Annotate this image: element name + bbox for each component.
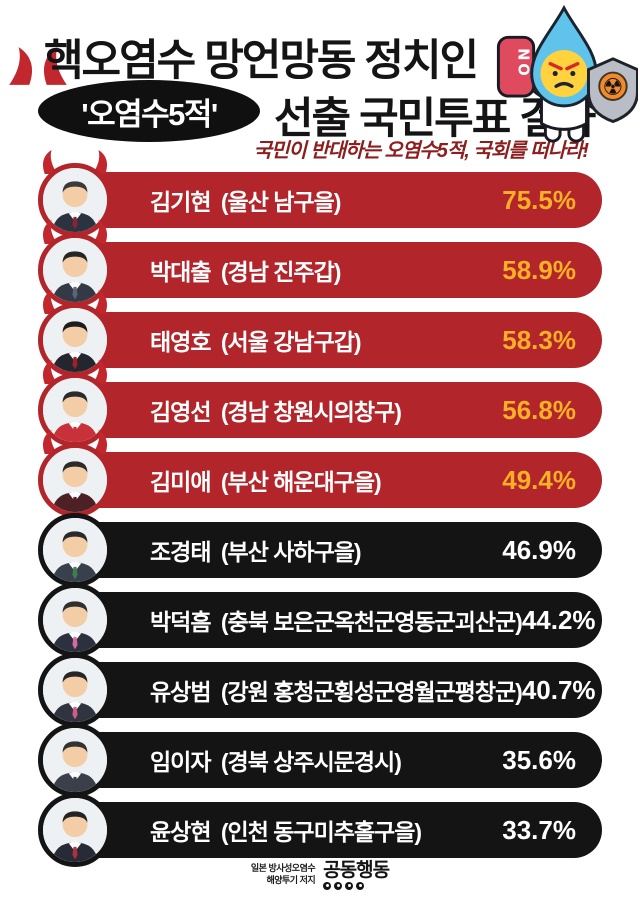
- vote-percentage: 44.2%: [521, 604, 596, 635]
- radiation-symbol: ☢: [602, 73, 623, 101]
- avatar: [38, 653, 112, 727]
- politician-name: 조경태: [150, 539, 216, 565]
- politician-label: 김기현 (울산 남구을): [150, 183, 342, 217]
- politician-district: (경남 진주갑): [220, 259, 342, 285]
- vote-percentage: 49.4%: [502, 464, 576, 495]
- page-title-line1: 핵오염수 망언망동 정치인: [44, 26, 479, 88]
- politician-photo: [38, 583, 112, 657]
- poll-rows: 김기현 (울산 남구을) 75.5% 박대출: [0, 150, 640, 872]
- politician-label: 김미애 (부산 해운대구을): [150, 463, 382, 497]
- org-line1: 일본 방사성오염수: [250, 863, 316, 874]
- politician-label: 윤상현 (인천 동구미추홀구을): [150, 813, 422, 847]
- sns-icon: [334, 881, 343, 890]
- politician-district: (강원 홍청군횡성군영월군평창군): [220, 679, 523, 705]
- footer-logo: 일본 방사성오염수 해양투기 저지 공동행동: [0, 855, 640, 895]
- politician-photo: [38, 430, 112, 517]
- avatar: [38, 723, 112, 797]
- politician-label: 김영선 (경남 창원시의창구): [150, 393, 402, 427]
- vote-percentage: 56.8%: [502, 394, 576, 425]
- politician-name: 박대출: [150, 259, 216, 285]
- no-sign-label: NO: [514, 48, 531, 79]
- avatar: [38, 793, 112, 867]
- politician-label: 태영호 (서울 강남구갑): [150, 323, 362, 357]
- politician-label: 박대출 (경남 진주갑): [150, 253, 342, 287]
- politician-district: (서울 강남구갑): [220, 329, 362, 355]
- poll-row: 임이자 (경북 상주시문경시) 35.6%: [38, 723, 602, 797]
- politician-name: 태영호: [150, 329, 216, 355]
- footer-sns-icons: [323, 881, 365, 890]
- politician-photo: [38, 653, 112, 727]
- politician-district: (부산 사하구을): [220, 539, 362, 565]
- politician-name: 윤상현: [150, 819, 216, 845]
- badge-label: '오염수5적': [81, 96, 218, 132]
- poll-row: 윤상현 (인천 동구미추홀구을) 33.7%: [38, 793, 602, 867]
- politician-name: 김기현: [150, 189, 216, 215]
- sns-icon: [356, 881, 365, 890]
- politician-district: (인천 동구미추홀구을): [220, 819, 422, 845]
- poll-row: 박덕흠 (충북 보은군옥천군영동군괴산군) 44.2%: [38, 583, 602, 657]
- radiation-shield-icon: ☢: [587, 57, 638, 124]
- politician-label: 조경태 (부산 사하구을): [150, 533, 362, 567]
- politician-photo: [38, 220, 112, 307]
- poll-row: 태영호 (서울 강남구갑) 58.3%: [38, 290, 602, 377]
- politician-label: 임이자 (경북 상주시문경시): [150, 743, 402, 777]
- org-name-block: 공동행동: [323, 859, 390, 890]
- devil-horn-right-icon: [9, 47, 33, 85]
- poll-row: 김미애 (부산 해운대구을) 49.4%: [38, 430, 602, 517]
- poll-row: 조경태 (부산 사하구을) 46.9%: [38, 513, 602, 587]
- badge-oval: '오염수5적': [38, 80, 260, 142]
- header: 핵오염수 망언망동 정치인 '오염수5적' 선출 국민투표 결과 국민이 반대하…: [0, 0, 640, 170]
- politician-name: 김미애: [150, 469, 216, 495]
- vote-percentage: 46.9%: [502, 534, 576, 565]
- vote-percentage: 58.3%: [502, 324, 576, 355]
- politician-photo: [38, 793, 112, 867]
- org-small-text: 일본 방사성오염수 해양투기 저지: [250, 863, 316, 886]
- politician-name: 김영선: [150, 399, 216, 425]
- poll-row: 박대출 (경남 진주갑) 58.9%: [38, 220, 602, 307]
- org-line2: 해양투기 저지: [266, 875, 316, 885]
- avatar: [38, 443, 112, 517]
- vote-percentage: 35.6%: [502, 744, 576, 775]
- sns-icon: [323, 881, 332, 890]
- politician-district: (부산 해운대구을): [220, 469, 382, 495]
- politician-name: 박덕흠: [150, 609, 216, 635]
- avatar: [38, 583, 112, 657]
- politician-label: 박덕흠 (충북 보은군옥천군영동군괴산군): [150, 603, 523, 637]
- no-sign-icon: NO: [496, 35, 536, 98]
- devil-horn-left-icon: [43, 47, 67, 85]
- politician-photo: [38, 513, 112, 587]
- politician-district: (경북 상주시문경시): [220, 749, 402, 775]
- politician-label: 유상범 (강원 홍청군횡성군영월군평창군): [150, 673, 523, 707]
- subtitle: 국민이 반대하는 오염수5적, 국회를 떠나라!: [253, 140, 589, 162]
- sns-icon: [345, 881, 354, 890]
- vote-percentage: 33.7%: [502, 814, 576, 845]
- org-name: 공동행동: [323, 859, 390, 881]
- politician-district: (울산 남구을): [220, 189, 342, 215]
- poll-row: 김기현 (울산 남구을) 75.5%: [38, 150, 602, 237]
- politician-name: 임이자: [150, 749, 216, 775]
- vote-percentage: 75.5%: [502, 184, 576, 215]
- politician-district: (경남 창원시의창구): [220, 399, 402, 425]
- vote-percentage: 40.7%: [521, 674, 596, 705]
- title-line1-rest: 망언망동 정치인: [194, 37, 479, 85]
- politician-district: (충북 보은군옥천군영동군괴산군): [220, 609, 523, 635]
- water-drop-mascot: NO: [496, 4, 638, 143]
- angry-face-icon: [540, 50, 588, 98]
- poll-row: 유상범 (강원 홍청군횡성군영월군평창군) 40.7%: [38, 653, 602, 727]
- politician-photo: [38, 723, 112, 797]
- poll-row: 김영선 (경남 창원시의창구) 56.8%: [38, 360, 602, 447]
- title-highlight: 핵오염수: [44, 37, 196, 85]
- politician-name: 유상범: [150, 679, 216, 705]
- avatar: [38, 513, 112, 587]
- vote-percentage: 58.9%: [502, 254, 576, 285]
